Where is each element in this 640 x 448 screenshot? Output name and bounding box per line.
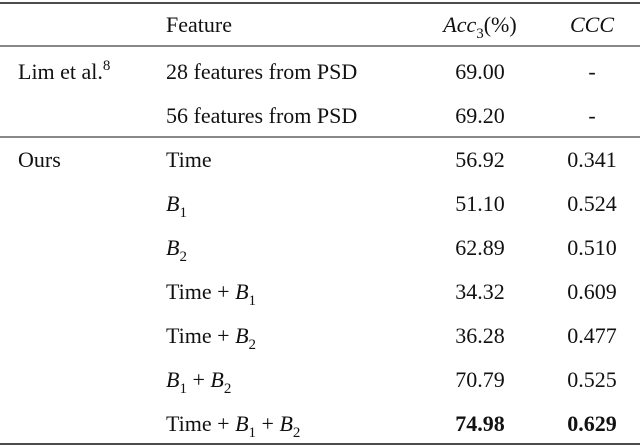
text-segment: + [256,411,279,436]
cell: 36.28 [455,323,505,348]
subscript: 2 [224,381,232,397]
text-segment: B [166,191,179,216]
cell: 34.32 [455,279,505,304]
text-segment: + [187,367,210,392]
cell: 56 features from PSD [166,103,357,128]
text-segment: 28 features from PSD [166,59,357,84]
text-segment: B [210,367,223,392]
text-segment: B [279,411,292,436]
cell: 0.341 [567,147,617,172]
subscript: 3 [476,26,484,42]
text-segment: B [235,411,248,436]
cell: Ours [18,147,61,172]
cell: Lim et al.8 [18,58,110,84]
cell: 56.92 [455,147,505,172]
cell: Acc3(%) [441,12,516,42]
text-segment: 56 features from PSD [166,103,357,128]
cell: 62.89 [455,235,505,260]
subscript: 1 [249,425,257,441]
text-segment: B [166,367,179,392]
subscript: 2 [293,425,301,441]
cell: Time + B2 [166,323,256,353]
text-segment: B [235,323,248,348]
cell: - [588,103,595,128]
text-segment: Ours [18,147,61,172]
cell: 69.20 [455,103,505,128]
cell: B2 [166,235,187,265]
cell: Feature [166,12,232,37]
text-segment: Time + [166,411,235,436]
text-segment: CCC [570,12,614,37]
cell: - [588,59,595,84]
cell: 51.10 [455,191,505,216]
subscript: 2 [179,249,187,265]
cell: 0.629 [567,411,617,436]
text-segment: (%) [484,12,517,37]
cell: B1 + B2 [166,367,231,397]
text-segment: Time + [166,323,235,348]
cell: 70.79 [455,367,505,392]
text-segment: Feature [166,12,232,37]
cell: 0.525 [567,367,617,392]
cell: 28 features from PSD [166,59,357,84]
cell: CCC [570,12,614,37]
text-segment: B [166,235,179,260]
subscript: 1 [179,381,187,397]
text-segment: Lim et al. [18,59,103,84]
cell: Time + B1 + B2 [166,411,300,441]
cell: 0.477 [567,323,617,348]
text-segment: B [235,279,248,304]
text-segment: Time + [166,279,235,304]
subscript: 2 [249,337,257,353]
cell: Time [166,147,212,172]
subscript: 1 [179,205,187,221]
cell: 0.609 [567,279,617,304]
cell: 69.00 [455,59,505,84]
cell: 74.98 [455,411,505,436]
text-segment: Acc [441,12,476,37]
cell: Time + B1 [166,279,256,309]
subscript: 1 [249,293,257,309]
cell: 0.510 [567,235,617,260]
superscript: 8 [103,58,111,74]
text-segment: Time [166,147,212,172]
cell: B1 [166,191,187,221]
cell: 0.524 [567,191,617,216]
